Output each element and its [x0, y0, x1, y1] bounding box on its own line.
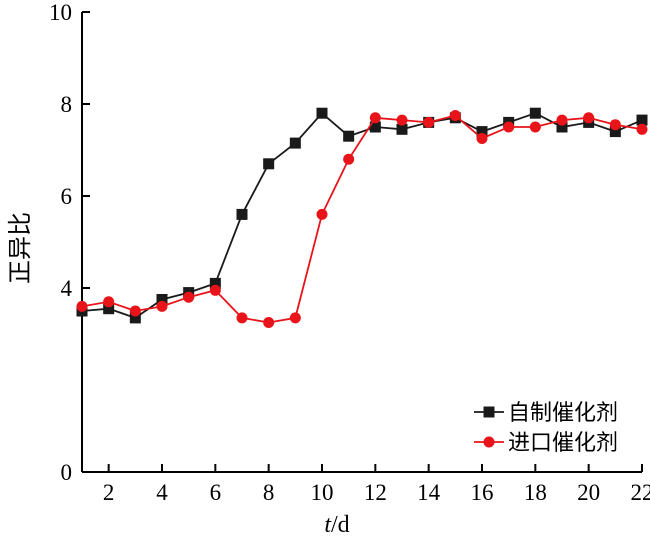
data-point [209, 284, 221, 296]
data-point [396, 114, 408, 126]
data-point [236, 208, 248, 220]
y-tick-label: 10 [49, 0, 72, 25]
data-point [129, 312, 141, 324]
x-axis-title-unit: /d [331, 512, 350, 538]
x-tick-label: 12 [364, 480, 387, 505]
x-tick-label: 8 [263, 480, 275, 505]
data-point [263, 158, 275, 170]
legend-item: 自制催化剂 [474, 401, 618, 426]
x-tick-label: 16 [471, 480, 494, 505]
data-point [449, 110, 461, 121]
data-point [529, 121, 541, 133]
data-point [476, 133, 488, 144]
data-point [369, 121, 381, 133]
data-point [103, 296, 115, 308]
x-tick-label: 20 [577, 480, 600, 505]
x-tick-label: 2 [103, 480, 115, 505]
data-point [103, 303, 115, 315]
data-point [343, 153, 355, 165]
data-point [209, 277, 221, 289]
series-layer [76, 107, 648, 328]
data-point [236, 312, 248, 324]
data-point [156, 300, 168, 312]
x-tick-label: 6 [210, 480, 222, 505]
y-tick-label: 6 [61, 184, 73, 209]
data-point [609, 126, 621, 138]
data-point [556, 114, 568, 126]
x-tick-label: 10 [311, 480, 334, 505]
data-point [529, 107, 541, 119]
legend-item: 进口催化剂 [474, 431, 618, 456]
data-point [609, 119, 621, 131]
legend-label: 进口催化剂 [508, 431, 618, 456]
data-point [76, 300, 88, 312]
series-line [81, 114, 643, 324]
data-point [583, 112, 595, 124]
legend-label: 自制催化剂 [508, 401, 618, 426]
y-tick-label: 8 [61, 92, 73, 117]
data-point [476, 126, 488, 138]
x-tick-label: 4 [156, 480, 168, 505]
data-point [316, 107, 328, 119]
data-point [556, 121, 568, 133]
data-point [369, 112, 381, 124]
series-2 [76, 110, 648, 328]
data-point [503, 121, 515, 133]
y-tick-label: 4 [61, 276, 73, 301]
data-point [396, 123, 408, 135]
data-point [636, 123, 648, 135]
x-tick-label: 18 [524, 480, 547, 505]
y-tick-label: 0 [61, 460, 73, 485]
y-axis-title: 正异比 [7, 212, 34, 284]
data-point [343, 130, 355, 142]
data-point [289, 137, 301, 149]
x-axis-title-var: t [324, 512, 332, 538]
axes: 0 4 6 8 10 2 4 6 8 10 12 14 16 18 20 22 [49, 0, 650, 505]
data-point [156, 294, 168, 305]
data-point [636, 114, 648, 126]
legend-marker [483, 436, 495, 448]
data-point [289, 312, 301, 324]
series-line [81, 111, 643, 319]
x-axis-title: t/d [324, 512, 349, 538]
data-point [183, 291, 195, 303]
data-point [316, 208, 328, 220]
data-point [263, 317, 275, 328]
x-tick-label: 14 [417, 480, 441, 505]
data-point [423, 116, 435, 128]
x-tick-label: 22 [631, 480, 650, 505]
legend-marker [483, 406, 495, 418]
data-point [129, 305, 141, 317]
